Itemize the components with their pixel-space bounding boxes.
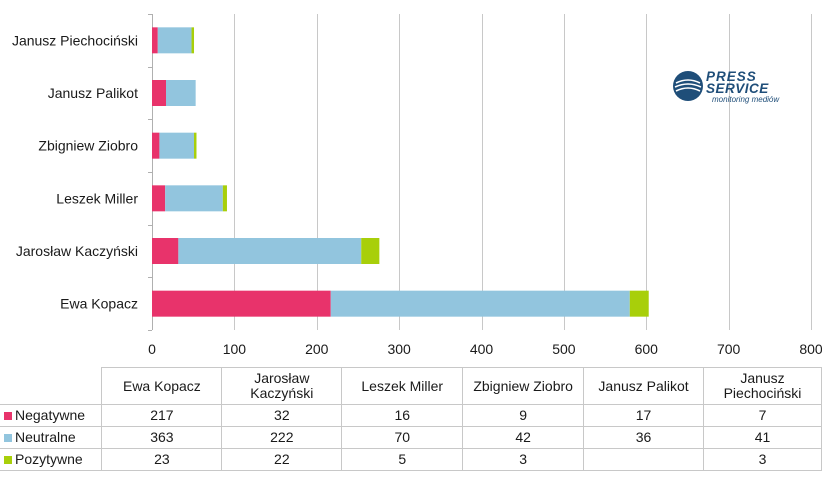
legend-swatch	[4, 434, 12, 442]
table-cell: 363	[101, 426, 223, 449]
bar-pozytywne	[361, 238, 380, 264]
bar-negatywne	[152, 132, 160, 159]
bar-negatywne	[152, 80, 167, 106]
bar-negatywne	[152, 185, 166, 212]
table-cell: 42	[462, 426, 585, 449]
bar-neutralne	[166, 80, 196, 106]
globe-icon	[673, 71, 703, 101]
table-row: Negatywne 217 32 16 9 17 7	[0, 404, 822, 427]
bar-pozytywne	[191, 27, 195, 54]
bar-pozytywne	[629, 290, 649, 317]
table-cell: 70	[341, 426, 464, 449]
table-column-header: Leszek Miller	[341, 367, 464, 405]
legend-label: Negatywne	[15, 407, 86, 423]
x-tick-label: 100	[223, 341, 247, 357]
table-cell: 3	[703, 448, 822, 471]
x-tick-label: 400	[470, 341, 494, 357]
x-tick-label: 0	[148, 341, 156, 357]
table-row: Pozytywne 23 22 5 3 3	[0, 448, 822, 471]
table-cell: 9	[462, 404, 585, 427]
bar-pozytywne	[222, 185, 227, 212]
x-tick-label: 300	[387, 341, 411, 357]
legend-entry: Pozytywne	[0, 448, 103, 471]
legend-entry: Negatywne	[0, 404, 103, 427]
legend-swatch	[4, 412, 12, 420]
table-cell	[583, 448, 704, 471]
table-column-header: Janusz Piechociński	[703, 367, 822, 405]
table-cell: 217	[101, 404, 223, 427]
table-cell: 23	[101, 448, 223, 471]
table-column-header: Ewa Kopacz	[101, 367, 223, 405]
table-cell: 7	[703, 404, 822, 427]
table-cell: 32	[221, 404, 343, 427]
category-label: Ewa Kopacz	[60, 296, 138, 312]
bar-chart: 0 100 200 300 400 500 600 700 800 Ewa Kopacz Jaros…	[12, 14, 822, 357]
table-row: Neutralne 363 222 70 42 36 41	[0, 426, 822, 449]
category-label: Janusz Palikot	[48, 85, 138, 101]
x-tick-label: 700	[717, 341, 741, 357]
bar-neutralne	[330, 290, 630, 317]
table-column-header: Zbigniew Ziobro	[462, 367, 585, 405]
table-cell: 17	[583, 404, 704, 427]
x-tick-label: 500	[552, 341, 576, 357]
bar-neutralne	[159, 132, 195, 159]
table-header-row: Ewa Kopacz Jarosław Kaczyński Leszek Mille…	[0, 367, 822, 405]
logo-word-press: PRESS	[706, 69, 757, 84]
table-cell: 222	[221, 426, 343, 449]
logo-word-service: SERVICE	[706, 81, 769, 96]
table-column-header: Janusz Palikot	[583, 367, 704, 405]
press-service-logo: PRESS SERVICE monitoring mediów	[672, 69, 792, 104]
legend-entry: Neutralne	[0, 426, 103, 449]
bar-negatywne	[152, 238, 179, 264]
table-cell: 3	[462, 448, 585, 471]
legend-label: Pozytywne	[15, 451, 83, 467]
table-column-header: Jarosław Kaczyński	[221, 367, 343, 405]
legend-swatch	[4, 456, 12, 464]
bar-neutralne	[165, 185, 223, 212]
table-corner	[0, 367, 103, 405]
bar-neutralne	[178, 238, 362, 264]
table-cell: 16	[341, 404, 464, 427]
category-label: Leszek Miller	[56, 190, 138, 206]
x-tick-label: 600	[635, 341, 659, 357]
table-cell: 36	[583, 426, 704, 449]
bar-pozytywne	[194, 132, 197, 159]
legend-label: Neutralne	[15, 429, 76, 445]
table-cell: 22	[221, 448, 343, 471]
category-label: Jarosław Kaczyński	[16, 243, 138, 259]
table-cell: 5	[341, 448, 464, 471]
bar-negatywne	[152, 27, 158, 54]
bar-negatywne	[152, 290, 331, 317]
logo-tagline: monitoring mediów	[712, 95, 780, 104]
bar-neutralne	[157, 27, 192, 54]
x-tick-label: 800	[799, 341, 822, 357]
category-label: Zbigniew Ziobro	[38, 138, 138, 154]
data-table: Ewa Kopacz Jarosław Kaczyński Leszek Mille…	[0, 367, 822, 471]
x-tick-label: 200	[305, 341, 329, 357]
table-cell: 41	[703, 426, 822, 449]
category-label: Janusz Piechociński	[12, 32, 138, 48]
